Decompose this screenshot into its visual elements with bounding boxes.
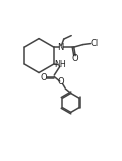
Text: O: O xyxy=(72,54,78,63)
Text: NH: NH xyxy=(54,60,66,69)
Text: O: O xyxy=(40,73,47,82)
Text: Cl: Cl xyxy=(91,39,99,48)
Text: N: N xyxy=(58,43,64,52)
Text: O: O xyxy=(58,77,65,86)
